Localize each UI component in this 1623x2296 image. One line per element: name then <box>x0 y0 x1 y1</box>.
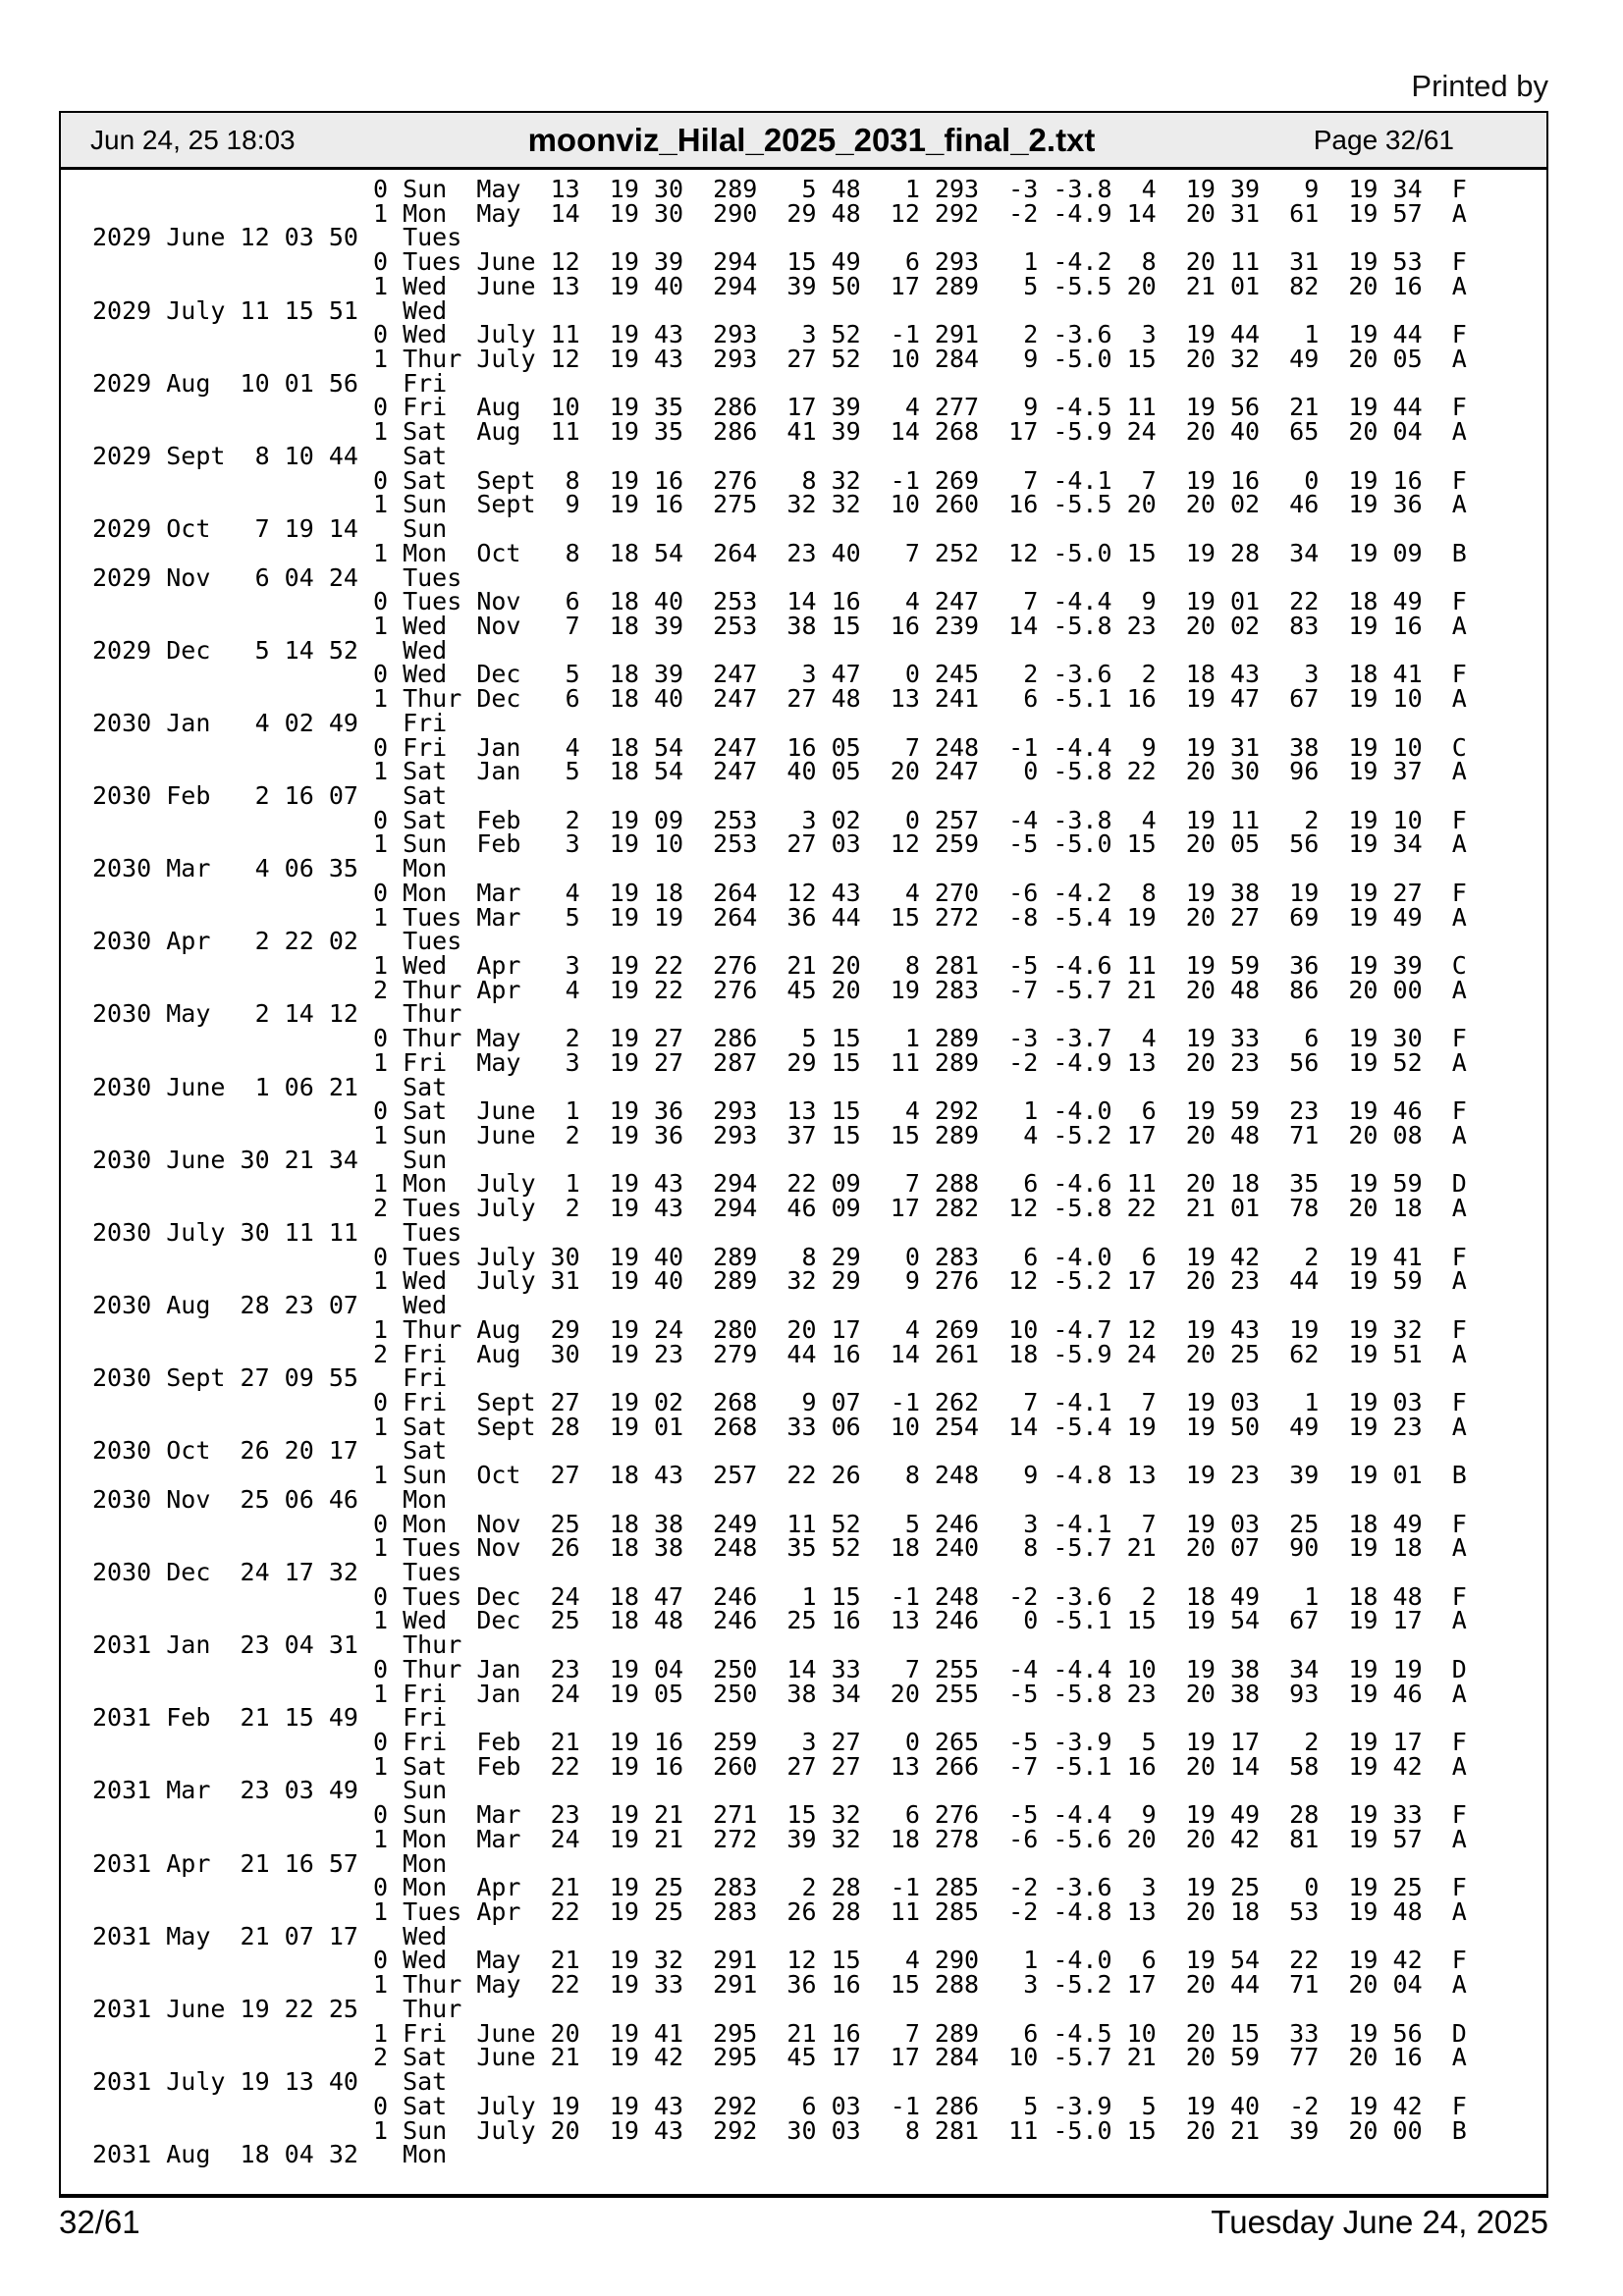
page-header: Jun 24, 25 18:03 moonviz_Hilal_2025_2031… <box>61 113 1546 170</box>
header-filename: moonviz_Hilal_2025_2031_final_2.txt <box>527 121 1096 158</box>
footer-date: Tuesday June 24, 2025 <box>1211 2204 1548 2240</box>
header-datetime: Jun 24, 25 18:03 <box>90 124 296 155</box>
header-page-indicator: Page 32/61 <box>1313 124 1454 155</box>
footer-page-number: 32/61 <box>59 2204 140 2240</box>
document-text: 0 Sun May 13 19 30 289 5 48 1 293 -3 -3.… <box>92 175 1467 2169</box>
printed-by-label: Printed by <box>1411 69 1548 103</box>
document-page: Jun 24, 25 18:03 moonviz_Hilal_2025_2031… <box>59 111 1548 2198</box>
page-footer: 32/61 Tuesday June 24, 2025 <box>59 2204 1548 2241</box>
